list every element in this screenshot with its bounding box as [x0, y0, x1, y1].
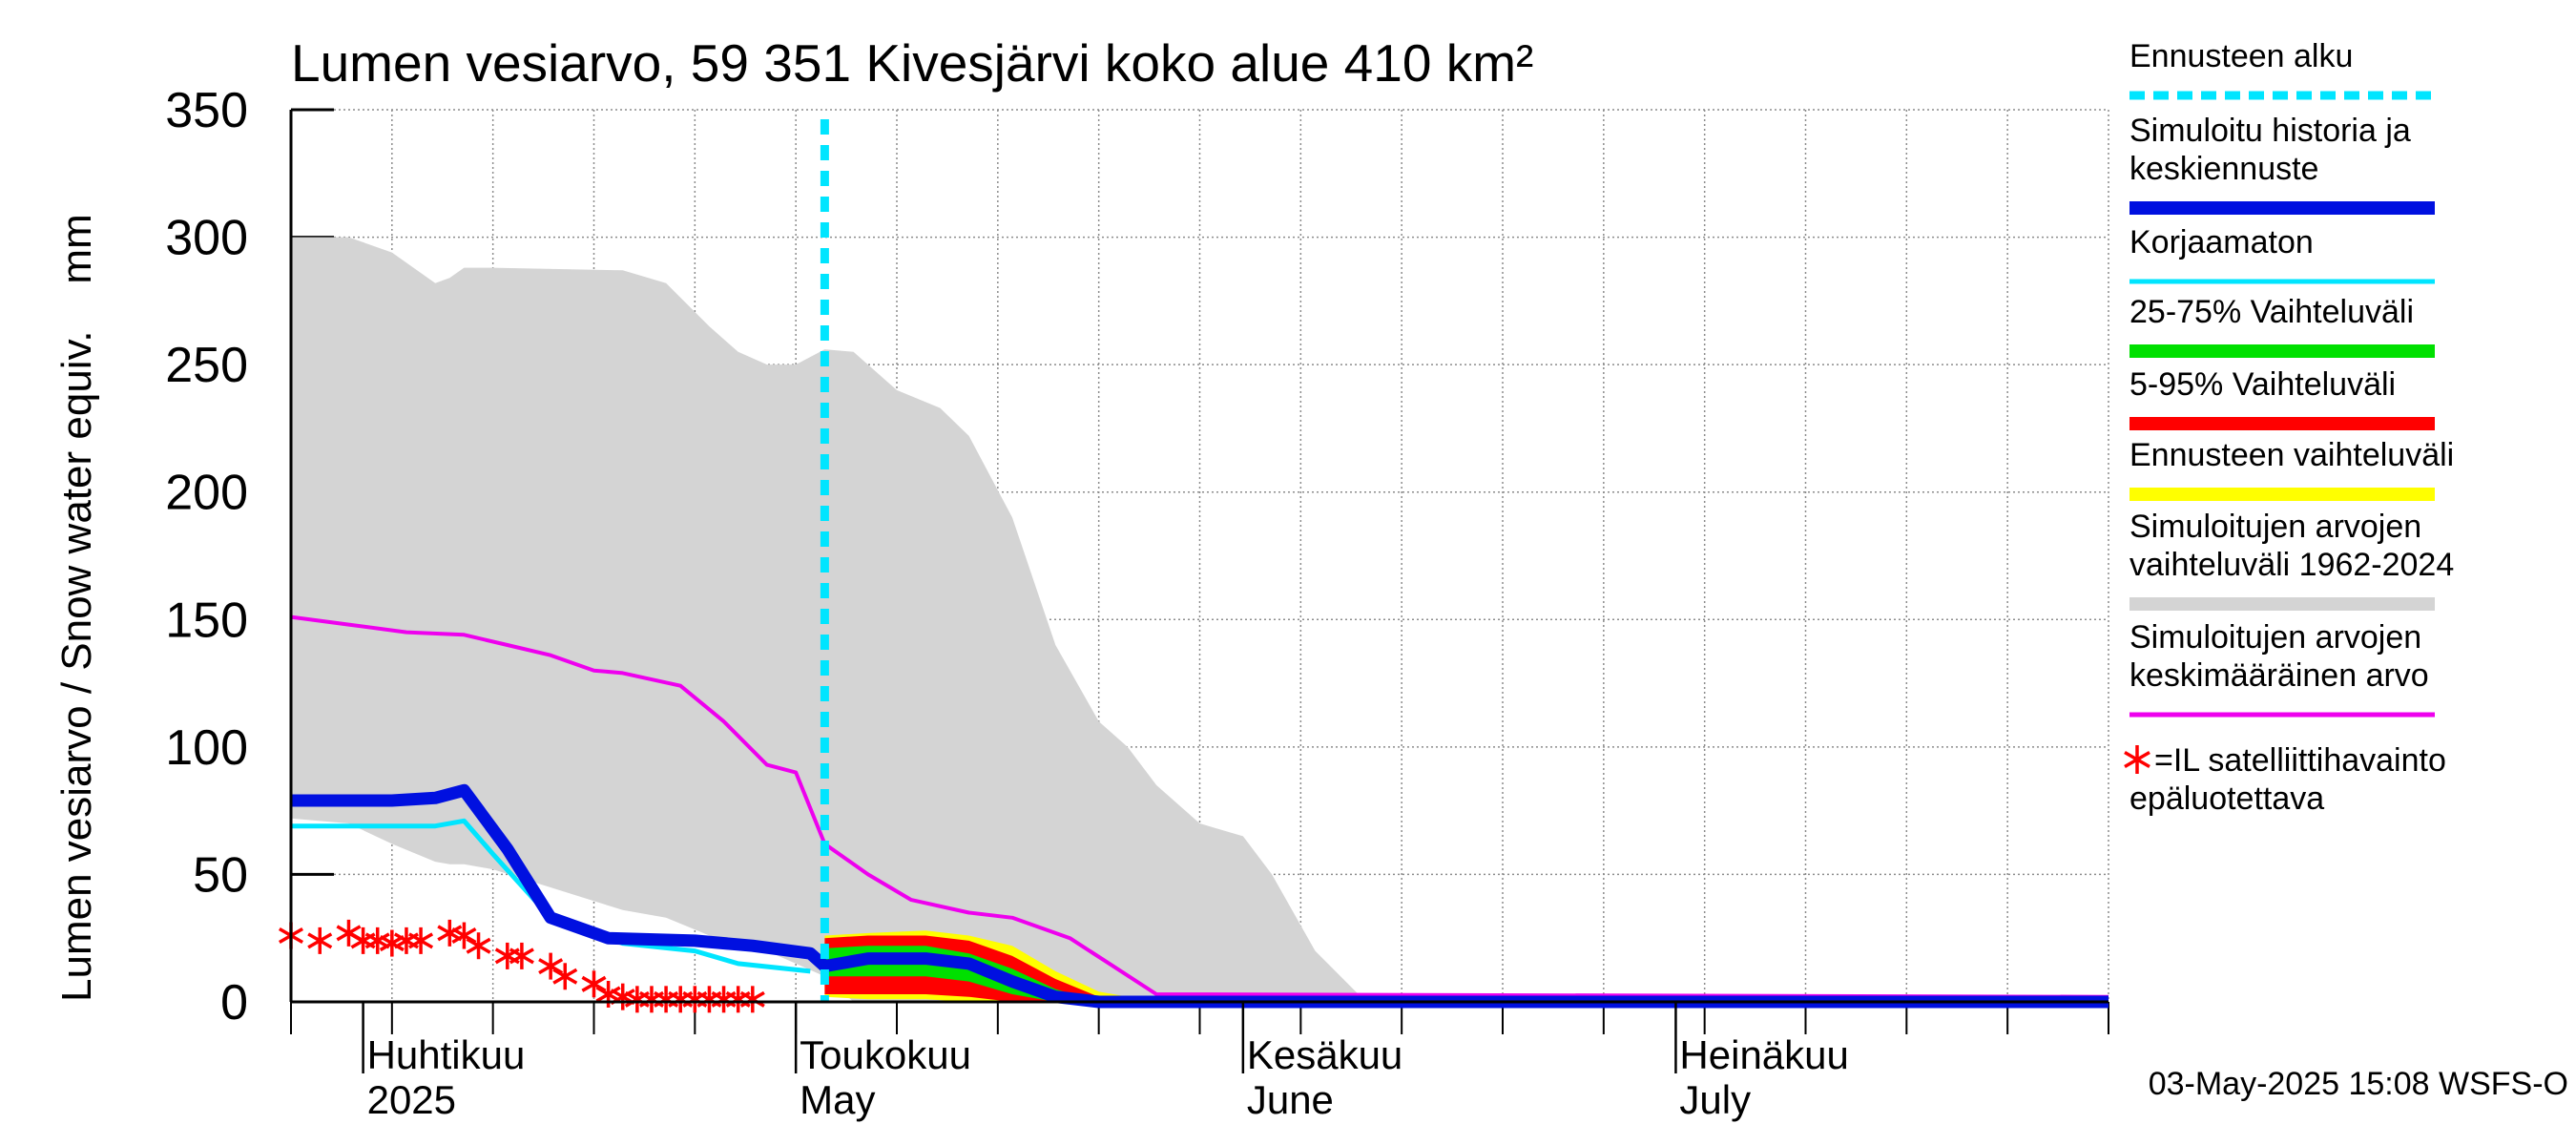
y-tick-label: 200	[165, 466, 248, 521]
satellite-marker-stroke	[364, 932, 390, 949]
y-tick-label: 300	[165, 211, 248, 266]
legend-label: Ennusteen alku	[2129, 38, 2353, 74]
satellite-point	[711, 986, 737, 1013]
month-label-en: June	[1247, 1077, 1334, 1122]
month-label-fi: Heinäkuu	[1679, 1032, 1848, 1077]
legend-label: keskimääräinen arvo	[2129, 657, 2429, 694]
satellite-point	[682, 986, 708, 1013]
legend-item-uncorrected: Korjaamaton	[2129, 224, 2435, 284]
y-tick-label: 100	[165, 720, 248, 776]
satellite-point	[638, 986, 664, 1013]
legend-label: =IL satelliittihavainto	[2154, 742, 2446, 779]
satellite-marker-stroke	[739, 990, 765, 1008]
month-label-en: 2025	[367, 1077, 456, 1122]
legend-item-p5-95: 5-95% Vaihteluväli	[2129, 366, 2435, 430]
simulated-median-line	[291, 783, 2109, 1009]
satellite-point	[581, 970, 607, 998]
month-label-en: July	[1679, 1077, 1751, 1122]
satellite-point	[739, 986, 765, 1013]
legend-label: Ennusteen vaihteluväli	[2129, 437, 2454, 473]
legend-label: Simuloitujen arvojen	[2129, 509, 2421, 545]
satellite-point	[379, 929, 405, 957]
satellite-point	[307, 926, 333, 954]
y-tick-label: 250	[165, 338, 248, 393]
satellite-point	[668, 986, 694, 1013]
legend-label: 25-75% Vaihteluväli	[2129, 294, 2414, 330]
satellite-point	[350, 926, 376, 954]
satellite-marker-stroke	[466, 937, 491, 954]
month-label-fi: Kesäkuu	[1247, 1032, 1402, 1077]
satellite-point	[696, 986, 722, 1013]
satellite-point	[552, 963, 578, 990]
y-tick-label: 50	[193, 847, 248, 903]
satellite-point	[466, 932, 491, 960]
satellite-point	[538, 952, 564, 980]
satellite-point	[364, 926, 390, 954]
satellite-marker-stroke	[437, 925, 463, 942]
legend-item-forecast-start: Ennusteen alku	[2129, 38, 2435, 100]
satellite-point	[509, 942, 534, 969]
legend-label: epäluotettava	[2129, 781, 2324, 817]
legend-label: Korjaamaton	[2129, 224, 2314, 260]
chart-title: Lumen vesiarvo, 59 351 Kivesjärvi koko a…	[291, 33, 1533, 93]
y-tick-label: 0	[220, 975, 248, 1030]
satellite-point	[437, 919, 463, 947]
legend-item-p25-75: 25-75% Vaihteluväli	[2129, 294, 2435, 358]
legend-label: vaihteluväli 1962-2024	[2129, 547, 2454, 583]
legend-label: Simuloitujen arvojen	[2129, 619, 2421, 656]
satellite-marker-stroke	[552, 968, 578, 985]
satellite-point	[725, 986, 751, 1013]
legend-label: 5-95% Vaihteluväli	[2129, 366, 2396, 403]
month-label-fi: Toukokuu	[800, 1032, 971, 1077]
month-label-fi: Huhtikuu	[367, 1032, 526, 1077]
satellite-marker-stroke	[595, 986, 621, 1003]
historical-range-band	[291, 237, 2109, 1003]
legend-label: Simuloitu historia ja	[2129, 113, 2411, 149]
satellite-marker-stroke	[509, 947, 534, 965]
legend-label: keskiennuste	[2129, 151, 2318, 187]
satellite-marker-stroke	[307, 932, 333, 949]
satellite-marker-stroke	[2124, 750, 2150, 769]
y-tick-label: 350	[165, 83, 248, 138]
y-axis-label: Lumen vesiarvo / Snow water equiv. mm	[53, 214, 100, 1002]
historical-mean-line	[290, 614, 2109, 999]
satellite-marker-stroke	[379, 935, 405, 952]
month-label-en: May	[800, 1077, 875, 1122]
legend-item-forecast-range: Ennusteen vaihteluväli	[2129, 437, 2454, 501]
footer-timestamp: 03-May-2025 15:08 WSFS-O	[2149, 1066, 2568, 1102]
y-tick-label: 150	[165, 593, 248, 648]
satellite-point	[336, 919, 362, 947]
satellite-point	[654, 986, 679, 1013]
satellite-point	[494, 942, 520, 969]
satellite-marker-stroke	[408, 932, 434, 949]
satellite-point	[408, 926, 434, 954]
